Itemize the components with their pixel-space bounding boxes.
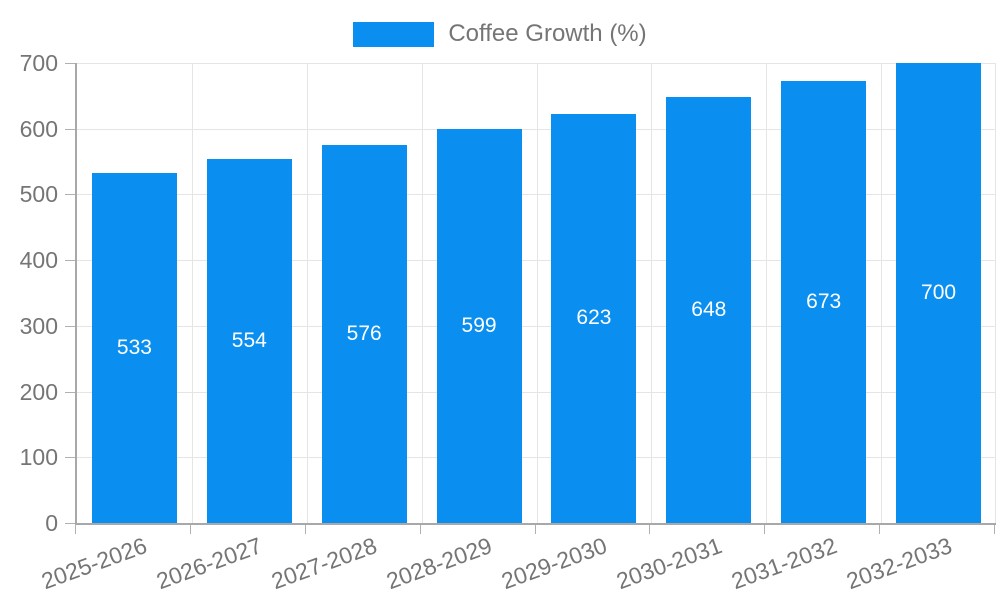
bar[interactable]: 623 [551,113,637,523]
legend-label: Coffee Growth (%) [448,20,647,47]
x-axis-tick [764,525,766,534]
bar-value-label: 576 [346,321,382,345]
y-axis-tick [65,194,75,196]
x-axis-tick-label: 2025-2026 [38,532,151,595]
chart-legend[interactable]: Coffee Growth (%) [0,20,1000,48]
x-axis-tick [879,525,881,534]
bar-value-label: 599 [461,314,497,338]
bar-value-label: 673 [806,289,842,313]
x-axis-tick-label: 2028-2029 [383,532,496,595]
bar[interactable]: 648 [666,97,752,523]
bar[interactable]: 533 [91,172,177,523]
x-axis-tick [534,525,536,534]
y-axis-tick-label: 700 [19,50,58,76]
x-axis-tick [419,525,421,534]
bar[interactable]: 576 [321,144,407,523]
x-axis-tick-label: 2027-2028 [268,532,381,595]
y-axis-tick [65,325,75,327]
y-axis-tick-label: 0 [45,510,58,536]
y-axis-tick [65,128,75,130]
x-axis-tick [649,525,651,534]
bar-value-label: 648 [691,298,727,322]
plot-area: 533 554 576 599 623 648 673 700 [75,63,996,525]
x-axis-tick-label: 2031-2032 [727,532,840,595]
gridline-v [191,63,193,523]
y-axis-tick-label: 300 [19,312,58,339]
bar[interactable]: 673 [781,80,867,523]
bar-value-label: 533 [116,335,152,359]
legend-swatch [353,21,435,47]
bar-value-label: 700 [921,281,957,304]
y-axis-tick [65,391,75,393]
x-axis-tick-label: 2032-2033 [842,532,955,595]
gridline-v [766,63,768,523]
bar[interactable]: 700 [896,63,982,523]
x-axis-tick-label: 2026-2027 [153,532,266,595]
bar-value-label: 623 [576,306,612,330]
x-axis-tick-label: 2030-2031 [612,532,726,595]
y-axis-tick-label: 100 [19,444,58,471]
bar[interactable]: 554 [206,158,292,523]
y-axis-tick [65,457,75,459]
x-axis-tick [189,525,191,534]
x-axis-tick [304,525,306,534]
gridline-v [306,63,308,523]
y-axis-tick-label: 200 [19,378,58,405]
bar-value-label: 554 [231,328,267,352]
x-axis-tick [75,525,76,534]
gridline-v [995,63,996,523]
gridline-v [651,63,653,523]
gridline-v [536,63,538,523]
y-axis-tick-label: 500 [19,181,58,208]
gridline-v [421,63,423,523]
bar[interactable]: 599 [436,129,522,523]
y-axis-tick [65,523,75,524]
x-axis-tick [994,525,995,534]
gridline-v [881,63,883,523]
y-axis-tick [65,63,75,64]
y-axis-tick-label: 600 [19,115,58,142]
x-axis-tick-label: 2029-2030 [497,532,611,595]
y-axis-tick [65,260,75,262]
y-axis-tick-label: 400 [19,247,58,274]
